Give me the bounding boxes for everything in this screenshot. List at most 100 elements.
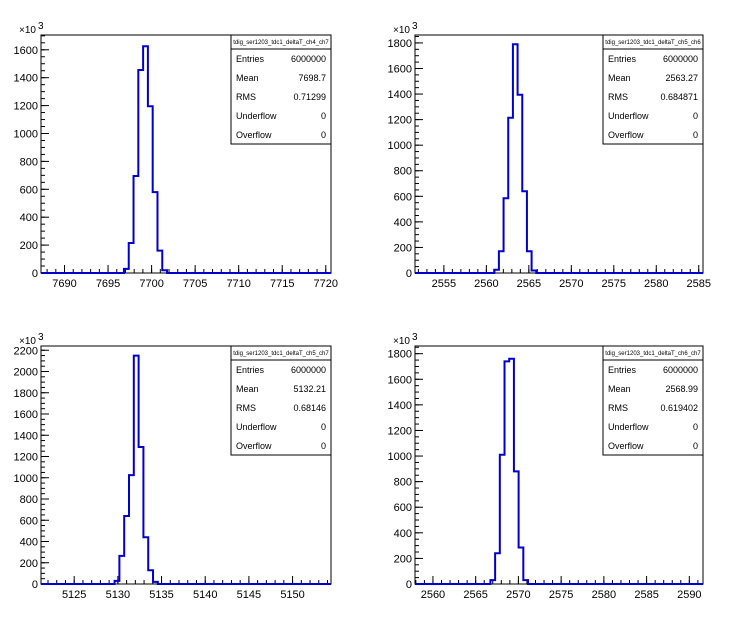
x-tick-label: 2570 [559,278,583,290]
stats-value-underflow: 0 [321,111,326,121]
y-tick-label: 400 [20,537,38,549]
histogram-bin [143,46,148,273]
stats-key-rms: RMS [608,403,628,413]
stats-value-rms: 0.619402 [660,403,698,413]
y-tick-label: 1400 [388,400,412,412]
y-exponent-ten: 10 [399,25,411,36]
stats-key-overflow: Overflow [236,441,272,451]
histogram-bin [523,580,528,584]
stats-box: tdig_ser1203_tdc1_deltaT_ch5_ch6 Entries 6… [602,34,704,145]
histogram-bin [518,95,523,273]
stats-key-entries: Entries [608,54,637,64]
y-tick-label: 1800 [14,388,38,400]
histogram-bin [508,118,513,273]
y-tick-label: 1400 [388,89,412,101]
histogram-bin [148,570,153,584]
histogram-bin [162,270,167,273]
stats-value-rms: 0.68146 [293,403,326,413]
histogram-bin [505,361,510,584]
histogram-bin [495,553,500,584]
y-exponent-label: ×10 3 [393,21,418,36]
histogram-bin [134,176,139,273]
histogram-line [415,357,703,585]
y-tick-label: 1600 [388,63,412,75]
stats-value-underflow: 0 [321,422,326,432]
x-tick-label: 2555 [432,278,456,290]
histogram-bin [129,243,134,273]
y-exponent-ten: 10 [25,25,37,36]
y-exponent-times: × [19,336,25,347]
histogram-bin [134,356,139,584]
histogram-bin [527,251,532,273]
y-tick-label: 0 [32,268,38,280]
stats-key-overflow: Overflow [608,441,644,451]
y-exponent-base: ×10 [393,336,410,347]
y-tick-label: 800 [394,166,412,178]
x-tick-label: 2565 [517,278,541,290]
y-tick-label: 200 [394,242,412,254]
y-tick-label: 0 [406,579,412,591]
stats-key-mean: Mean [236,73,259,83]
x-tick-label: 7705 [183,278,207,290]
histogram-bin [522,191,527,273]
stats-frame [602,34,704,145]
y-exponent-power: 3 [38,21,44,32]
stats-box: tdig_ser1203_tdc1_deltaT_ch6_ch7 Entries 6… [602,345,704,456]
histogram-bin [119,556,124,584]
x-tick-label: 7720 [314,278,338,290]
y-tick-label: 600 [20,515,38,527]
y-tick-label: 1000 [14,128,38,140]
histogram-line [415,43,703,274]
y-tick-label: 2200 [14,345,38,357]
histogram-bin [139,447,144,584]
histogram-bin [153,192,158,273]
x-tick-label: 7710 [226,278,250,290]
y-exponent-base: ×10 [19,336,36,347]
y-tick-label: 1800 [388,38,412,50]
histogram-bin [490,580,495,584]
y-tick-label: 400 [394,528,412,540]
y-tick-label: 2000 [14,367,38,379]
x-tick-label: 5140 [193,589,217,601]
y-tick-label: 200 [20,240,38,252]
stats-key-rms: RMS [236,403,256,413]
histogram-bin [157,251,162,273]
x-tick-label: 5145 [237,589,261,601]
histogram-bin [148,106,153,273]
y-exponent-base: ×10 [393,25,410,36]
y-tick-label: 1200 [14,101,38,113]
y-exponent-ten: 10 [25,336,37,347]
histogram-bin [115,581,120,584]
y-tick-label: 200 [20,558,38,570]
stats-value-rms: 0.684871 [660,92,698,102]
stats-value-entries: 6000000 [663,365,698,375]
stats-value-overflow: 0 [321,441,326,451]
stats-value-overflow: 0 [693,130,698,140]
y-tick-label: 1600 [388,374,412,386]
x-tick-label: 2580 [644,278,668,290]
y-tick-label: 800 [394,477,412,489]
stats-key-rms: RMS [608,92,628,102]
y-exponent-times: × [393,336,399,347]
y-tick-label: 1200 [388,115,412,127]
histogram-bin [519,548,524,584]
stats-key-entries: Entries [608,365,637,375]
x-tick-label: 5135 [149,589,173,601]
y-tick-label: 1600 [14,409,38,421]
y-exponent-label: ×10 3 [393,332,418,347]
stats-value-entries: 6000000 [663,54,698,64]
y-tick-label: 1400 [14,430,38,442]
stats-value-underflow: 0 [693,111,698,121]
y-tick-label: 600 [394,191,412,203]
stats-value-overflow: 0 [321,130,326,140]
stats-key-entries: Entries [236,54,265,64]
stats-title: tdig_ser1203_tdc1_deltaT_ch4_ch7 [233,40,329,46]
x-tick-label: 7690 [52,278,76,290]
stats-box: tdig_ser1203_tdc1_deltaT_ch5_ch7 Entries 6… [230,345,332,456]
stats-key-mean: Mean [236,384,259,394]
x-tick-label: 7695 [96,278,120,290]
y-exponent-power: 3 [412,332,418,343]
stats-title: tdig_ser1203_tdc1_deltaT_ch5_ch6 [605,40,701,46]
stats-box: tdig_ser1203_tdc1_deltaT_ch4_ch7 Entries 6… [230,34,332,145]
histogram-bin [514,471,519,584]
